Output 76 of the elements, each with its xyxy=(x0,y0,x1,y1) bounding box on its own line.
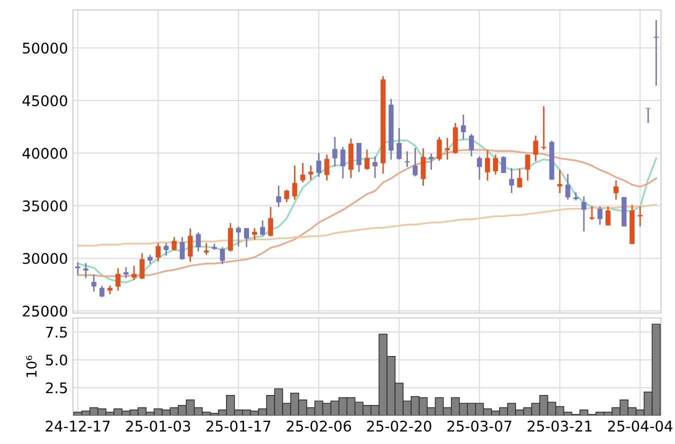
candlestick xyxy=(156,242,161,262)
candlestick xyxy=(284,189,290,203)
candlestick xyxy=(509,167,514,194)
candlestick xyxy=(372,156,378,179)
candlestick xyxy=(485,150,490,182)
candlestick xyxy=(140,252,145,280)
candlestick xyxy=(565,173,570,200)
x-tick-label: 25-02-06 xyxy=(286,420,351,432)
candlestick xyxy=(172,236,177,252)
y-tick-label: 30000 xyxy=(22,253,68,264)
candlestick xyxy=(268,206,274,238)
candlestick xyxy=(533,134,538,162)
x-tick-label: 25-04-04 xyxy=(608,420,672,432)
candlestick xyxy=(476,156,482,180)
candlestick xyxy=(654,19,659,86)
candlestick xyxy=(91,274,96,292)
candlestick xyxy=(638,206,643,228)
candlestick xyxy=(340,146,346,180)
candlestick xyxy=(396,127,402,160)
candlestick xyxy=(316,152,322,178)
y-tick-label: 45000 xyxy=(22,95,68,106)
candlestick xyxy=(517,168,522,188)
candlestick xyxy=(308,164,314,180)
candlestick xyxy=(228,222,233,252)
y-tick-label: 25000 xyxy=(22,306,68,317)
candlestick xyxy=(332,136,338,168)
candlestick xyxy=(196,232,201,252)
candlestick xyxy=(597,206,602,226)
candlestick xyxy=(436,136,442,162)
candlestick xyxy=(124,266,129,279)
candlestick xyxy=(460,114,466,140)
y-tick-label: 2.5 xyxy=(46,382,67,394)
y-tick-label: 50000 xyxy=(22,42,68,54)
y-tick-label: 35000 xyxy=(22,200,68,212)
candlestick xyxy=(324,154,330,182)
candlestick xyxy=(493,154,498,176)
candlestick xyxy=(164,242,169,256)
candlestick xyxy=(428,152,434,170)
candlestick xyxy=(614,180,619,200)
candlestick xyxy=(412,147,418,178)
candlestick xyxy=(220,246,225,265)
x-tick-label: 24-12-17 xyxy=(46,420,110,432)
candlestick xyxy=(364,148,370,170)
candlestick xyxy=(581,196,586,232)
candlestick xyxy=(444,137,450,160)
candlestick xyxy=(236,226,241,248)
candlestick xyxy=(83,262,88,279)
candlestick xyxy=(420,148,426,186)
candlestick xyxy=(115,267,120,292)
candlestick xyxy=(188,228,193,262)
y-tick-label: 5.0 xyxy=(46,354,68,366)
candlestick xyxy=(300,162,306,184)
y-tick-label: 40000 xyxy=(22,148,68,159)
candlestick xyxy=(132,265,137,281)
candlestick xyxy=(404,150,410,168)
candlestick xyxy=(276,185,282,208)
candlestick xyxy=(204,242,209,256)
candlestick xyxy=(468,133,474,158)
candlestick xyxy=(180,236,185,260)
candlestick xyxy=(99,285,104,298)
candlestick xyxy=(244,227,249,248)
x-tick-label: 25-01-17 xyxy=(206,420,270,432)
x-tick-label: 25-01-03 xyxy=(126,420,190,432)
x-tick-label: 25-02-20 xyxy=(367,420,432,432)
y-tick-label: 7.5 xyxy=(46,326,67,338)
x-tick-label: 25-03-21 xyxy=(528,420,592,432)
candlestick xyxy=(356,142,362,173)
y-axis-title: 10⁶ xyxy=(26,356,37,377)
candlestick xyxy=(501,156,506,174)
candlestick xyxy=(557,169,562,194)
candlestick xyxy=(541,106,546,150)
candlestick xyxy=(260,220,266,236)
candlestick xyxy=(605,206,610,226)
candlestick xyxy=(292,164,298,200)
candlestick xyxy=(525,154,530,182)
x-tick-label: 25-03-07 xyxy=(447,420,512,432)
